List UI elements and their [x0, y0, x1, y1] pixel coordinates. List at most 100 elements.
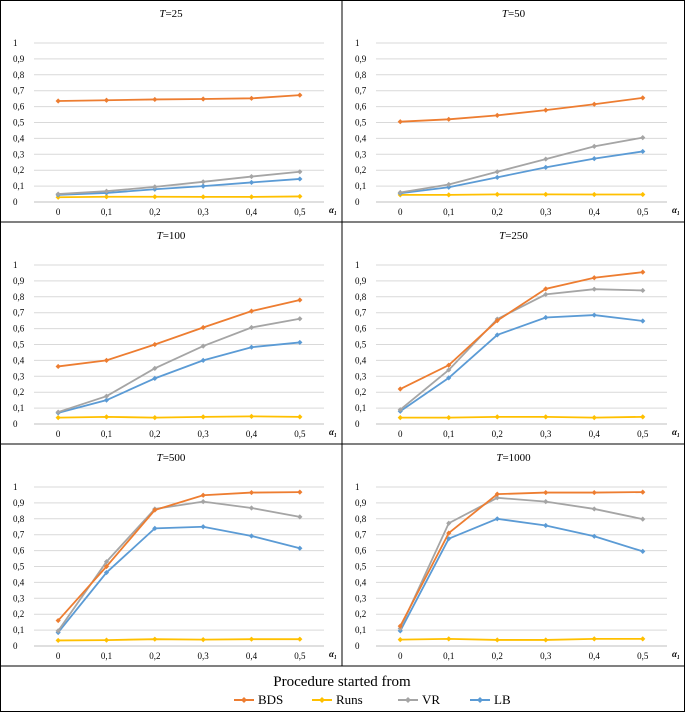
x-axis-label: α₁ — [329, 427, 337, 437]
x-tick-label: 0,2 — [492, 429, 503, 439]
x-tick-label: 0,5 — [637, 651, 649, 661]
x-tick-label: 0 — [398, 651, 403, 661]
y-tick-label: 0,9 — [13, 276, 25, 286]
chart-title-rest: =25 — [165, 8, 183, 20]
x-tick-label: 0,2 — [149, 429, 160, 439]
y-tick-label: 0,9 — [355, 498, 367, 508]
x-tick-label: 0,4 — [589, 207, 601, 217]
x-tick-label: 0,5 — [294, 651, 306, 661]
y-tick-label: 0,2 — [13, 609, 24, 619]
chart-title: T=25 — [159, 8, 183, 20]
chart-title-rest: =1000 — [502, 452, 531, 464]
y-tick-label: 0,9 — [355, 54, 367, 64]
chart-title-rest: =500 — [163, 452, 186, 464]
x-axis-label: α₁ — [329, 205, 337, 215]
y-tick-label: 0 — [355, 197, 360, 207]
y-tick-label: 0,2 — [13, 387, 24, 397]
y-tick-label: 0,2 — [355, 609, 366, 619]
x-tick-label: 0,1 — [443, 429, 454, 439]
y-tick-label: 0,4 — [355, 355, 367, 365]
y-tick-label: 0,3 — [355, 371, 367, 381]
x-tick-label: 0,1 — [443, 651, 454, 661]
y-tick-label: 0,7 — [13, 530, 25, 540]
y-tick-label: 0,6 — [355, 546, 367, 556]
y-tick-label: 1 — [355, 38, 360, 48]
y-tick-label: 1 — [13, 38, 18, 48]
x-tick-label: 0,3 — [540, 207, 552, 217]
x-tick-label: 0,3 — [198, 207, 210, 217]
legend-label: Runs — [336, 692, 363, 707]
chart-title-rest: =250 — [505, 230, 528, 242]
y-tick-label: 0,5 — [355, 118, 367, 128]
x-tick-label: 0 — [398, 207, 403, 217]
series-line-runs — [58, 196, 300, 197]
y-tick-label: 0,6 — [13, 546, 25, 556]
chart-title-rest: =100 — [163, 230, 186, 242]
y-tick-label: 0,9 — [13, 54, 25, 64]
y-tick-label: 0,6 — [13, 324, 25, 334]
x-tick-label: 0,5 — [637, 207, 649, 217]
y-tick-label: 0 — [13, 197, 18, 207]
x-tick-label: 0,5 — [637, 429, 649, 439]
series-line-runs — [400, 417, 643, 418]
y-tick-label: 0,8 — [355, 292, 367, 302]
y-tick-label: 0,1 — [13, 181, 24, 191]
y-tick-label: 0,1 — [355, 181, 366, 191]
y-tick-label: 0 — [13, 641, 18, 651]
y-tick-label: 0,4 — [355, 133, 367, 143]
y-tick-label: 0,3 — [13, 593, 25, 603]
y-tick-label: 0 — [355, 419, 360, 429]
y-tick-label: 0,5 — [13, 340, 25, 350]
y-tick-label: 1 — [13, 260, 18, 270]
y-tick-label: 0,7 — [355, 86, 367, 96]
x-tick-label: 0,4 — [246, 207, 258, 217]
y-tick-label: 0,6 — [355, 324, 367, 334]
y-tick-label: 0,5 — [13, 118, 25, 128]
y-tick-label: 0,2 — [355, 165, 366, 175]
y-tick-label: 0,8 — [13, 292, 25, 302]
y-tick-label: 0,1 — [13, 403, 24, 413]
chart-title: T=1000 — [496, 452, 531, 464]
x-tick-label: 0,2 — [149, 651, 160, 661]
y-tick-label: 0,4 — [13, 577, 25, 587]
x-tick-label: 0,1 — [101, 207, 112, 217]
x-tick-label: 0,4 — [246, 429, 258, 439]
x-tick-label: 0,1 — [443, 207, 454, 217]
y-tick-label: 0,2 — [355, 387, 366, 397]
legend-title: Procedure started from — [273, 674, 411, 690]
chart-title: T=250 — [499, 230, 528, 242]
y-tick-label: 0,8 — [13, 514, 25, 524]
y-tick-label: 0,5 — [13, 562, 25, 572]
y-tick-label: 0,4 — [13, 355, 25, 365]
x-tick-label: 0,4 — [589, 429, 601, 439]
y-tick-label: 0,7 — [355, 530, 367, 540]
x-tick-label: 0,1 — [101, 651, 112, 661]
x-tick-label: 0,4 — [589, 651, 601, 661]
x-tick-label: 0,5 — [294, 207, 306, 217]
x-tick-label: 0,3 — [198, 429, 210, 439]
x-tick-label: 0 — [56, 651, 61, 661]
y-tick-label: 0,7 — [13, 308, 25, 318]
y-tick-label: 0,4 — [355, 577, 367, 587]
x-tick-label: 0,2 — [149, 207, 160, 217]
x-axis-label: α₁ — [329, 649, 337, 659]
x-tick-label: 0,3 — [540, 651, 552, 661]
y-tick-label: 0,1 — [355, 403, 366, 413]
y-tick-label: 0,3 — [13, 149, 25, 159]
y-tick-label: 0,1 — [13, 625, 24, 635]
legend-label: BDS — [258, 692, 283, 707]
y-tick-label: 0,8 — [355, 70, 367, 80]
y-tick-label: 1 — [355, 260, 360, 270]
chart-title-rest: =50 — [508, 8, 526, 20]
x-axis-label: α₁ — [672, 427, 680, 437]
y-tick-label: 0,5 — [355, 340, 367, 350]
x-tick-label: 0,2 — [492, 207, 503, 217]
legend-label: VR — [422, 692, 440, 707]
chart-title: T=100 — [157, 230, 186, 242]
x-tick-label: 0,4 — [246, 651, 258, 661]
y-tick-label: 0 — [355, 641, 360, 651]
x-tick-label: 0 — [398, 429, 403, 439]
chart-title: T=500 — [157, 452, 186, 464]
